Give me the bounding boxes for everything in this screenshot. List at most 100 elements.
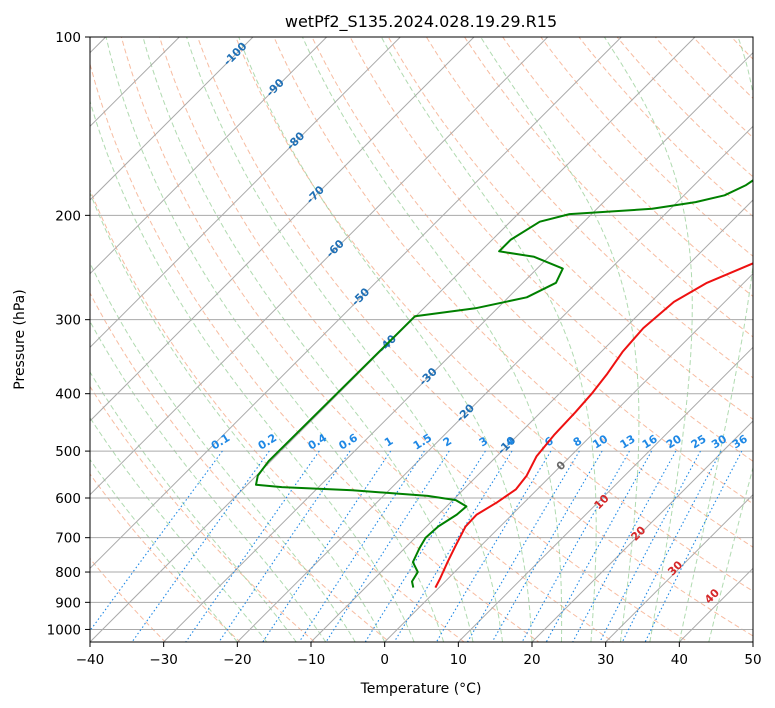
isotherm-label: -60 — [324, 237, 347, 260]
mixing-ratio-line — [90, 450, 223, 632]
mixing-ratio-line — [621, 450, 722, 642]
x-tick-label: −10 — [297, 652, 326, 668]
dry-adiabat-line — [349, 37, 753, 462]
mixing-ratio-line — [364, 450, 486, 642]
isotherms — [90, 37, 753, 642]
moist-adiabats — [90, 37, 753, 642]
x-tick-label: 0 — [380, 652, 389, 668]
isotherm-line — [90, 37, 328, 275]
moist-adiabat-line — [90, 320, 327, 642]
x-tick-label: −30 — [149, 652, 178, 668]
profile-lines — [255, 179, 753, 589]
y-tick-label: 200 — [55, 208, 81, 224]
dry-adiabat-line — [273, 37, 753, 548]
mixing-ratio-label: 25 — [689, 432, 709, 451]
y-tick-label: 1000 — [47, 622, 81, 638]
isotherm-line — [90, 37, 254, 201]
x-tick-label: −20 — [223, 652, 252, 668]
mixing-ratio-label: 2 — [441, 434, 454, 449]
isotherm-line — [90, 37, 622, 570]
x-tick-label: 40 — [671, 652, 688, 668]
mixing-ratio-label: 1 — [382, 434, 395, 449]
dry-adiabat-line — [387, 37, 753, 420]
isotherm-label: -20 — [454, 401, 477, 424]
isotherm-line — [384, 272, 753, 642]
pressure-gridlines — [90, 37, 753, 630]
dry-adiabat-line — [463, 37, 753, 338]
isotherm-line — [310, 199, 753, 642]
mixing-ratio-line — [644, 450, 743, 642]
mixing-ratio-line — [393, 450, 513, 642]
y-tick-label: 300 — [55, 313, 81, 329]
moist-adiabat-line — [90, 261, 356, 642]
mixing-ratio-line — [521, 450, 630, 642]
moist-adiabat-line — [105, 37, 445, 642]
plot-area: -100-90-80-70-60-50-40-30-20-10 0.1 0.2 0.… — [90, 10, 775, 647]
mixing-ratio-line — [545, 450, 653, 642]
moist-adiabat-line — [90, 458, 238, 642]
moist-adiabat-line — [90, 99, 415, 642]
temperature-profile-line — [434, 262, 753, 589]
mixing-ratio-label: 30 — [709, 432, 729, 451]
mixing-ratio-label: 0.1 — [209, 431, 232, 452]
y-axis-label: Pressure (hPa) — [12, 289, 28, 389]
dry-adiabat-line — [502, 37, 753, 298]
x-tick-label: −40 — [76, 652, 105, 668]
x-tick-label: 20 — [523, 652, 540, 668]
mixing-ratio-line — [262, 450, 392, 642]
x-tick-label: 10 — [450, 652, 467, 668]
dry-adiabat-line — [692, 37, 753, 100]
y-tick-label: 500 — [55, 444, 81, 460]
dry-adiabat-line — [197, 37, 753, 637]
mixing-ratio-label: 10 — [590, 432, 610, 451]
y-tick-label: 600 — [55, 491, 81, 507]
dry-adiabats — [90, 10, 775, 647]
mixing-ratio-label: 3 — [477, 434, 490, 449]
x-tick-label: 30 — [597, 652, 614, 668]
dry-adiabat-line — [578, 37, 753, 218]
isotherm-line — [605, 493, 753, 642]
dry-adiabat-line — [120, 37, 615, 642]
moist-adiabat-line — [90, 371, 297, 642]
mixing-ratio-line — [218, 450, 351, 642]
dry-adiabat-line — [90, 473, 241, 642]
isotherm-line — [236, 125, 753, 642]
dry-adiabat-line — [90, 292, 391, 642]
isotherm-label: -70 — [304, 183, 327, 206]
moist-adiabat-line — [90, 416, 268, 642]
y-tick-label: 400 — [55, 387, 81, 403]
isotherm-line — [90, 37, 401, 349]
mixing-ratio-label: 0.4 — [306, 431, 330, 453]
moist-adiabat-line — [90, 191, 386, 642]
dry-adiabat-line — [90, 385, 316, 642]
dry-adiabat-line — [744, 10, 775, 647]
mixing-ratio-label: 36 — [730, 432, 750, 451]
mixing-ratio-lines — [90, 450, 743, 642]
dry-adiabat-line — [654, 37, 753, 139]
moist-adiabat-line — [678, 37, 753, 642]
moist-adiabat-line — [380, 37, 597, 642]
x-tick-label: 50 — [744, 652, 761, 668]
isotherm-line — [531, 420, 753, 642]
moist-adiabat-label: 10 — [592, 492, 612, 512]
moist-adiabat-line — [708, 465, 753, 642]
dry-adiabat-line — [311, 37, 753, 505]
isotherm-label: -90 — [263, 76, 286, 99]
plot-frame — [89, 36, 754, 643]
x-axis-ticks: −40 −30 −20 −10 0 10 20 30 40 50 — [76, 642, 762, 668]
moist-adiabat-label: 20 — [628, 523, 648, 543]
moist-adiabat-line — [603, 37, 693, 642]
dry-adiabat-line — [90, 188, 466, 642]
dry-adiabat-line — [730, 37, 753, 60]
moist-adiabat-label: 40 — [702, 586, 722, 606]
isotherm-line — [678, 567, 753, 642]
moist-adiabat-line — [142, 37, 474, 642]
x-axis-label: Temperature (°C) — [360, 681, 482, 697]
moist-adiabat-line — [301, 37, 563, 642]
isotherm-line — [163, 51, 753, 642]
moist-adiabat-label: 30 — [665, 558, 685, 578]
y-tick-label: 100 — [55, 30, 81, 46]
dry-adiabat-line — [235, 37, 753, 592]
